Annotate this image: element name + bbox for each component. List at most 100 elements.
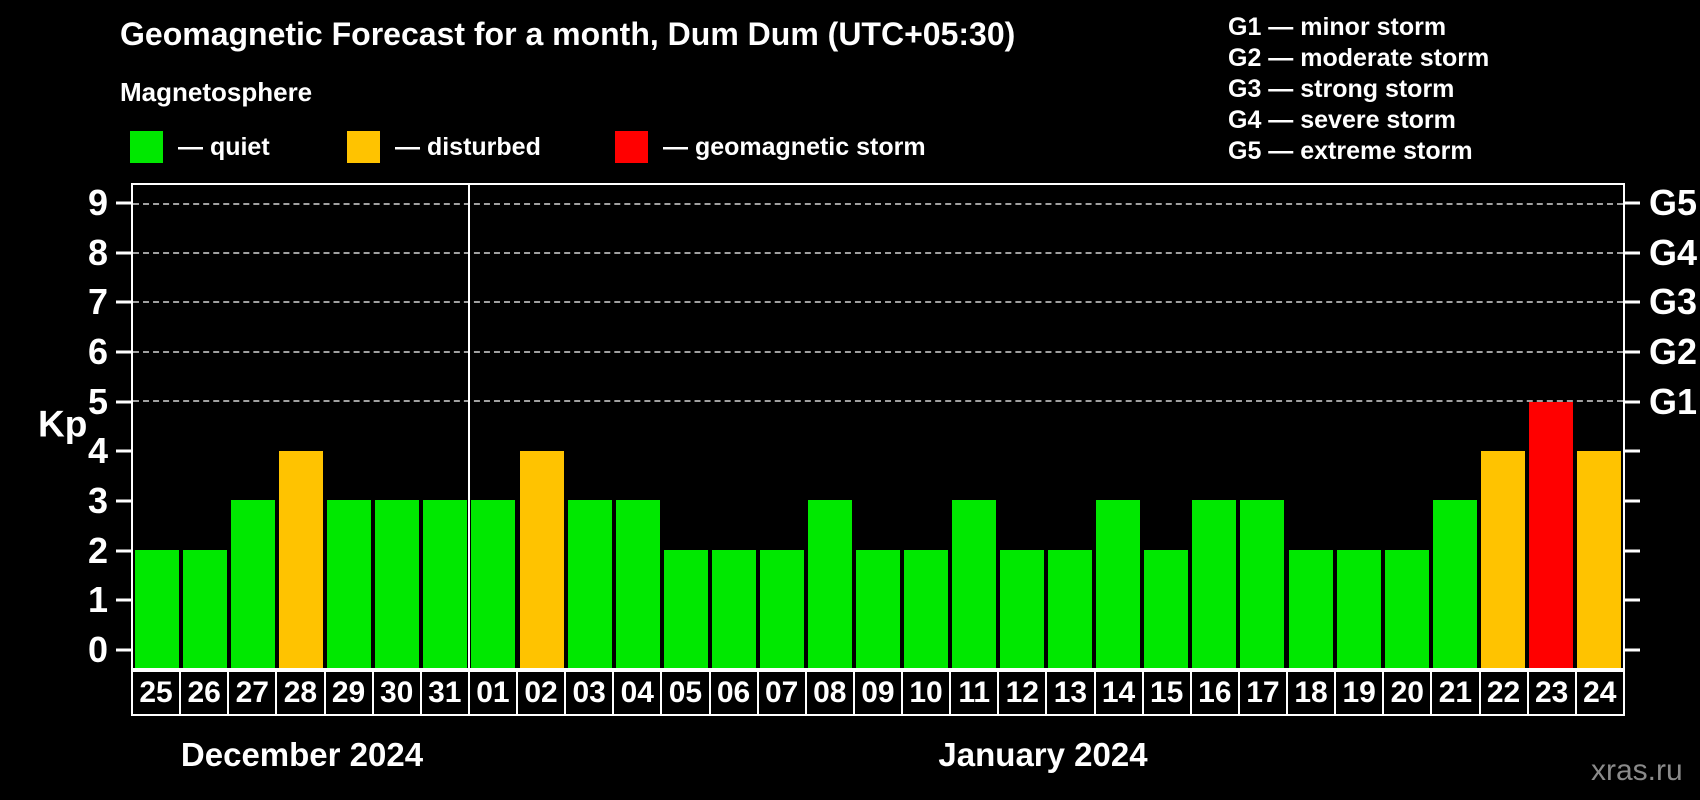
legend-item-storm: — geomagnetic storm — [615, 131, 926, 163]
kp-bar-day-25 — [135, 549, 180, 668]
kp-bar-day-24 — [1576, 451, 1621, 668]
gridline-kp-6 — [133, 350, 1623, 353]
kp-bar-day-20 — [1384, 549, 1429, 668]
day-label-01: 01 — [470, 672, 518, 714]
y-tick-left-4 — [116, 449, 131, 453]
day-axis-row: 25 26 27 28 29 30 31 01 02 03 04 05 06 07 08 09 10 11 12 13… — [131, 670, 1625, 716]
bar-slot-04 — [614, 185, 662, 668]
bar-slot-03 — [566, 185, 614, 668]
kp-bar-day-17 — [1240, 500, 1285, 668]
y-tick-left-8 — [116, 251, 131, 255]
bar-slot-28 — [277, 185, 325, 668]
magnetosphere-label: Magnetosphere — [120, 77, 313, 107]
g-level-label-g5: G5 — [1649, 181, 1698, 223]
g-level-label-g2: G2 — [1649, 330, 1698, 372]
bar-slot-01 — [469, 185, 517, 668]
bar-slot-29 — [325, 185, 373, 668]
bars-layer — [133, 185, 1623, 668]
kp-axis-label: Kp — [38, 403, 88, 445]
disturbed-color-swatch — [347, 131, 380, 163]
day-label-18: 18 — [1288, 672, 1337, 714]
chart-title: Geomagnetic Forecast for a month, Dum Du… — [120, 16, 1016, 52]
quiet-color-swatch — [130, 131, 163, 163]
g-scale-legend-item-g2: G2 — moderate storm — [1228, 44, 1490, 72]
day-label-21: 21 — [1432, 672, 1481, 714]
bar-slot-05 — [662, 185, 710, 668]
g-scale-legend-item-g1: G1 — minor storm — [1228, 13, 1447, 41]
y-tick-right-7 — [1625, 300, 1640, 304]
kp-bar-day-18 — [1288, 549, 1333, 668]
kp-bar-day-30 — [375, 500, 420, 668]
kp-bar-day-15 — [1144, 549, 1189, 668]
legend-item-quiet: — quiet — [130, 131, 270, 163]
legend-label-disturbed: — disturbed — [395, 132, 541, 161]
month-label-december: December 2024 — [180, 736, 424, 773]
bar-slot-13 — [1046, 185, 1094, 668]
day-label-02: 02 — [518, 672, 567, 714]
gridline-kp-8 — [133, 252, 1623, 254]
storm-color-swatch — [615, 131, 648, 163]
day-label-17: 17 — [1240, 672, 1288, 714]
y-tick-left-5 — [116, 400, 131, 404]
day-label-08: 08 — [807, 672, 855, 714]
kp-bar-day-02 — [519, 451, 564, 668]
kp-bar-day-16 — [1192, 500, 1237, 668]
day-label-23: 23 — [1529, 672, 1577, 714]
kp-bar-day-22 — [1480, 451, 1525, 668]
g-level-label-g3: G3 — [1649, 281, 1698, 323]
g-level-label-g1: G1 — [1649, 380, 1698, 422]
bar-slot-24 — [1575, 185, 1623, 668]
g-scale-legend-item-g4: G4 — severe storm — [1228, 106, 1456, 134]
kp-bar-day-26 — [183, 549, 228, 668]
day-label-27: 27 — [229, 672, 278, 714]
day-label-05: 05 — [662, 672, 711, 714]
bar-slot-22 — [1479, 185, 1527, 668]
bar-slot-10 — [902, 185, 950, 668]
bar-slot-21 — [1431, 185, 1479, 668]
y-tick-right-4 — [1625, 449, 1640, 453]
y-tick-label-6: 6 — [87, 330, 108, 372]
y-tick-label-4: 4 — [87, 430, 108, 472]
y-tick-right-5 — [1625, 400, 1640, 404]
bar-slot-08 — [806, 185, 854, 668]
bar-slot-23 — [1527, 185, 1575, 668]
kp-bar-day-28 — [279, 451, 324, 668]
bar-slot-30 — [373, 185, 421, 668]
gridline-kp-7 — [133, 301, 1623, 304]
day-label-29: 29 — [326, 672, 374, 714]
day-label-11: 11 — [951, 672, 1000, 714]
y-tick-label-9: 9 — [87, 181, 108, 223]
bar-slot-27 — [229, 185, 277, 668]
day-label-14: 14 — [1096, 672, 1144, 714]
day-label-04: 04 — [614, 672, 663, 714]
bar-slot-31 — [421, 185, 469, 668]
bar-slot-06 — [710, 185, 758, 668]
day-label-13: 13 — [1047, 672, 1096, 714]
bar-slot-19 — [1335, 185, 1383, 668]
kp-bar-day-01 — [471, 500, 516, 668]
bar-slot-20 — [1383, 185, 1431, 668]
legend-label-quiet: — quiet — [178, 132, 270, 161]
day-label-19: 19 — [1336, 672, 1385, 714]
g-scale-legend: G1 — minor storm G2 — moderate storm G3 … — [1228, 12, 1489, 167]
bar-slot-16 — [1190, 185, 1238, 668]
bar-slot-18 — [1287, 185, 1335, 668]
day-label-15: 15 — [1144, 672, 1192, 714]
y-tick-right-3 — [1625, 499, 1640, 503]
day-label-26: 26 — [181, 672, 230, 714]
y-tick-right-2 — [1625, 549, 1640, 553]
kp-bar-day-21 — [1432, 500, 1477, 668]
day-label-31: 31 — [422, 672, 470, 714]
y-tick-left-9 — [116, 201, 131, 205]
day-label-30: 30 — [374, 672, 422, 714]
plot-area — [131, 183, 1625, 670]
gridline-kp-9 — [133, 202, 1623, 205]
day-label-25: 25 — [133, 672, 182, 714]
watermark: xras.ru — [1591, 754, 1683, 787]
y-tick-right-6 — [1625, 350, 1640, 354]
kp-bar-day-11 — [952, 500, 997, 668]
day-label-09: 09 — [855, 672, 903, 714]
gridline-kp-5 — [133, 399, 1623, 402]
month-label-january: January 2024 — [938, 736, 1148, 773]
bar-slot-17 — [1238, 185, 1286, 668]
